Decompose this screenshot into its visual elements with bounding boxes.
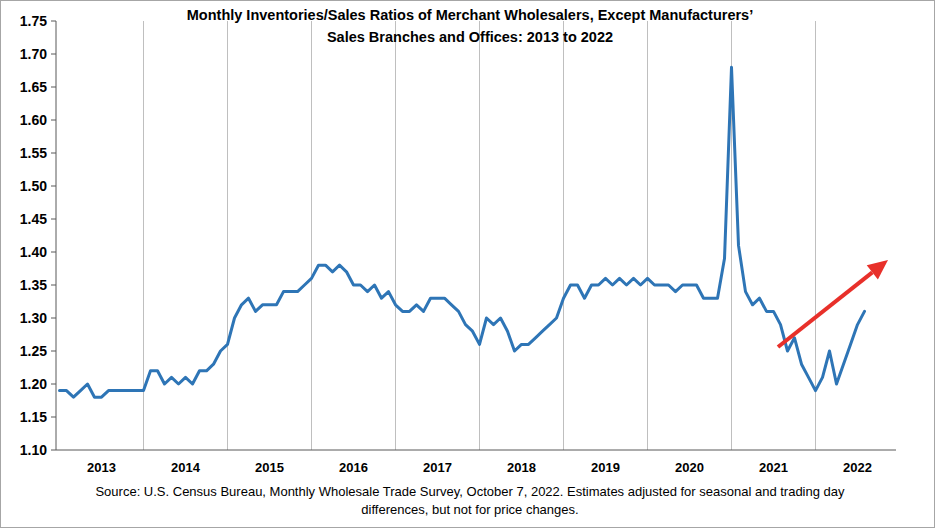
y-axis-line — [56, 21, 57, 450]
chart: Monthly Inventories/Sales Ratios of Merc… — [0, 0, 935, 528]
y-tick-label: 1.40 — [20, 244, 47, 260]
x-tick-label: 2022 — [843, 460, 872, 475]
title: Sales Branches and Offices: 2013 to 2022 — [327, 29, 613, 45]
y-tick-label: 1.60 — [20, 112, 47, 128]
y-tick-label: 1.65 — [20, 79, 47, 95]
x-tick-label: 2015 — [255, 460, 284, 475]
y-tick — [51, 120, 56, 121]
y-tick — [51, 351, 56, 352]
x-tick-label: 2017 — [423, 460, 452, 475]
trend-arrow-head — [867, 260, 888, 279]
y-tick — [51, 318, 56, 319]
year-separator — [227, 21, 228, 450]
trend-arrow-shaft — [778, 272, 872, 347]
year-separator — [395, 21, 396, 450]
y-tick-label: 1.25 — [20, 343, 47, 359]
y-tick-label: 1.50 — [20, 178, 47, 194]
year-separator — [311, 21, 312, 450]
y-tick — [51, 450, 56, 451]
y-tick — [51, 285, 56, 286]
y-tick — [51, 21, 56, 22]
y-tick-label: 1.15 — [20, 409, 47, 425]
y-tick — [51, 219, 56, 220]
y-tick-label: 1.55 — [20, 145, 47, 161]
y-tick — [51, 186, 56, 187]
source-note: Source: U.S. Census Bureau, Monthly Whol… — [95, 484, 845, 499]
source-note: differences, but not for price changes. — [361, 502, 578, 517]
y-tick — [51, 417, 56, 418]
x-tick-label: 2019 — [591, 460, 620, 475]
title: Monthly Inventories/Sales Ratios of Merc… — [187, 7, 753, 23]
y-tick-label: 1.30 — [20, 310, 47, 326]
year-separator — [815, 21, 816, 450]
y-tick-label: 1.10 — [20, 442, 47, 458]
data-line — [60, 67, 865, 397]
y-tick — [51, 252, 56, 253]
y-tick-label: 1.45 — [20, 211, 47, 227]
y-tick — [51, 384, 56, 385]
x-tick-label: 2016 — [339, 460, 368, 475]
x-tick-label: 2018 — [507, 460, 536, 475]
x-tick-label: 2021 — [759, 460, 788, 475]
y-tick-label: 1.75 — [20, 13, 47, 29]
year-separator — [479, 21, 480, 450]
year-separator — [563, 21, 564, 450]
year-separator — [647, 21, 648, 450]
y-tick — [51, 87, 56, 88]
chart-border — [1, 1, 935, 528]
x-tick-label: 2013 — [87, 460, 116, 475]
y-tick — [51, 153, 56, 154]
y-tick-label: 1.35 — [20, 277, 47, 293]
y-tick — [51, 54, 56, 55]
y-tick-label: 1.20 — [20, 376, 47, 392]
x-tick-label: 2020 — [675, 460, 704, 475]
x-axis-line — [56, 450, 896, 451]
y-tick-label: 1.70 — [20, 46, 47, 62]
x-tick-label: 2014 — [171, 460, 201, 475]
plot-area — [60, 67, 865, 397]
